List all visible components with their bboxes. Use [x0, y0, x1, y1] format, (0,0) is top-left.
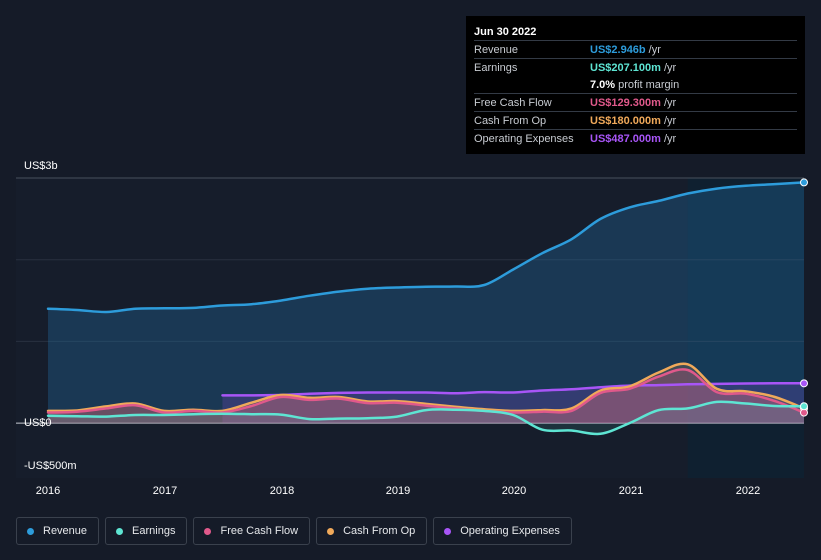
revenue-line	[46, 181, 806, 314]
free-cash-flow-line	[46, 368, 806, 414]
revenue-area	[48, 182, 804, 424]
tooltip-value: US$207.100m	[590, 61, 661, 74]
legend-dot-icon	[204, 527, 212, 535]
tooltip-row-operating-expenses: Operating Expenses US$487.000m /yr	[474, 129, 797, 147]
x-tick-2021: 2021	[618, 485, 644, 497]
x-tick-2017: 2017	[152, 485, 178, 497]
legend-label: Revenue	[43, 525, 88, 537]
tooltip-row-revenue: Revenue US$2.946b /yr	[474, 40, 797, 58]
earnings-end-point	[800, 402, 808, 411]
tooltip-value: US$2.946b	[590, 43, 646, 56]
plot-background	[16, 178, 804, 478]
x-tick-2022: 2022	[735, 485, 761, 497]
tooltip-unit: profit margin	[618, 78, 680, 91]
legend-item-revenue[interactable]: Revenue	[16, 517, 100, 545]
tooltip-value: US$487.000m	[590, 132, 661, 145]
legend-dot-icon	[116, 527, 124, 535]
earnings-line	[46, 400, 806, 436]
tooltip-unit: /yr	[663, 132, 677, 145]
tooltip-row-earnings: Earnings US$207.100m /yr	[474, 58, 797, 76]
tooltip-date: Jun 30 2022	[474, 26, 537, 38]
tooltip-row-free-cash-flow: Free Cash Flow US$129.300m /yr	[474, 93, 797, 111]
tooltip-unit: /yr	[648, 43, 661, 56]
tooltip-value: US$180.000m	[590, 114, 661, 127]
operating-expenses-end-point	[800, 379, 808, 388]
legend-item-free-cash-flow[interactable]: Free Cash Flow	[193, 517, 311, 545]
data-tooltip: Jun 30 2022 Revenue US$2.946b /yr Earnin…	[466, 16, 805, 154]
chart-legend: Revenue Earnings Free Cash Flow Cash Fro…	[16, 517, 572, 545]
tooltip-row-profit-margin: 7.0% profit margin	[474, 76, 797, 93]
free-cash-flow-area	[48, 369, 804, 424]
x-tick-2020: 2020	[501, 485, 527, 497]
tooltip-label: Revenue	[474, 43, 519, 56]
earnings-area	[48, 401, 804, 435]
cash-from-op-line	[46, 362, 806, 413]
x-tick-2019: 2019	[385, 485, 411, 497]
tooltip-unit: /yr	[663, 61, 677, 74]
legend-label: Cash From Op	[343, 525, 416, 537]
x-tick-2018: 2018	[269, 485, 295, 497]
highlight-region	[687, 178, 804, 478]
y-axis-top-label: US$3b	[24, 160, 58, 172]
tooltip-row-cash-from-op: Cash From Op US$180.000m /yr	[474, 111, 797, 129]
legend-item-earnings[interactable]: Earnings	[105, 517, 188, 545]
legend-dot-icon	[327, 527, 335, 535]
legend-label: Earnings	[132, 525, 176, 537]
tooltip-label: Free Cash Flow	[474, 96, 552, 109]
y-axis-bottom-label: -US$500m	[24, 460, 77, 472]
operating-expenses-line	[221, 382, 806, 397]
legend-label: Free Cash Flow	[220, 525, 299, 537]
tooltip-label: Operating Expenses	[474, 132, 574, 145]
revenue-end-point	[800, 178, 808, 187]
tooltip-value: 7.0%	[590, 78, 616, 91]
legend-dot-icon	[27, 527, 34, 535]
tooltip-label: Earnings	[474, 61, 518, 74]
legend-dot-icon	[444, 527, 452, 535]
x-tick-2016: 2016	[35, 485, 61, 497]
legend-item-operating-expenses[interactable]: Operating Expenses	[433, 517, 572, 545]
tooltip-label: Cash From Op	[474, 114, 547, 127]
y-axis-zero-label: US$0	[24, 417, 52, 429]
tooltip-value: US$129.300m	[590, 96, 661, 109]
tooltip-unit: /yr	[663, 114, 677, 127]
legend-label: Operating Expenses	[460, 525, 560, 537]
tooltip-unit: /yr	[663, 96, 677, 109]
legend-item-cash-from-op[interactable]: Cash From Op	[316, 517, 428, 545]
